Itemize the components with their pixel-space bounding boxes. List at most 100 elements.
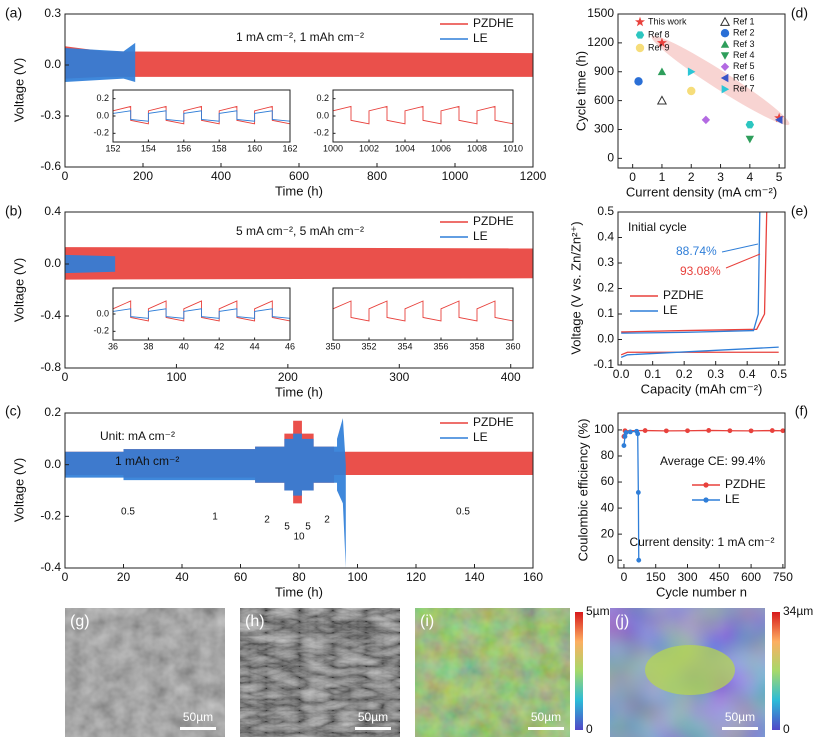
y-tick-label: 0.4 bbox=[597, 230, 614, 244]
colorbar-max: 34µm bbox=[783, 604, 813, 618]
colorbar bbox=[772, 612, 780, 730]
x-tick-label: 450 bbox=[709, 570, 729, 584]
x-tick-label: 0 bbox=[621, 570, 628, 584]
x-tick-label: 60 bbox=[234, 570, 248, 584]
image-label: (i) bbox=[420, 613, 434, 630]
y-tick-label: 0.2 bbox=[44, 405, 61, 419]
x-tick-label: 0.2 bbox=[676, 367, 693, 381]
y-tick-label: -0.2 bbox=[93, 128, 109, 138]
y-tick-label: -0.2 bbox=[313, 128, 329, 138]
x-tick-label: 0 bbox=[62, 570, 69, 584]
x-tick-label: 600 bbox=[741, 570, 761, 584]
legend-label: Ref 9 bbox=[648, 42, 670, 52]
scale-label: 50µm bbox=[531, 710, 561, 724]
y-tick-label: -0.2 bbox=[40, 509, 61, 523]
y-tick-label: 0.2 bbox=[96, 93, 109, 103]
x-tick-label: 358 bbox=[469, 341, 484, 351]
x-axis-title: Time (h) bbox=[275, 384, 323, 399]
legend-label: Ref 5 bbox=[733, 61, 755, 71]
legend-label: LE bbox=[473, 229, 488, 243]
x-tick-label: 400 bbox=[501, 370, 521, 384]
annotation-arrow bbox=[725, 253, 761, 269]
data-point bbox=[656, 37, 667, 48]
x-tick-label: 300 bbox=[677, 570, 697, 584]
legend-label: LE bbox=[725, 492, 740, 506]
image-texture bbox=[240, 608, 400, 737]
x-tick-label: 0 bbox=[62, 169, 69, 183]
x-tick-label: 160 bbox=[247, 143, 262, 153]
legend-label: PZDHE bbox=[725, 477, 766, 491]
annotation: Current density: 1 mA cm⁻² bbox=[629, 535, 774, 549]
x-tick-label: 44 bbox=[250, 341, 260, 351]
data-point bbox=[748, 428, 754, 434]
x-tick-label: 46 bbox=[285, 341, 295, 351]
data-point bbox=[727, 428, 733, 434]
y-tick-label: 80 bbox=[601, 448, 615, 462]
x-tick-label: 162 bbox=[282, 143, 297, 153]
y-tick-label: 0.0 bbox=[96, 110, 109, 120]
data-point bbox=[706, 428, 712, 433]
legend-marker bbox=[635, 16, 645, 27]
x-tick-label: 360 bbox=[505, 341, 520, 351]
data-point bbox=[634, 77, 643, 86]
legend-marker bbox=[720, 52, 730, 60]
x-tick-label: 1000 bbox=[442, 169, 469, 183]
legend-label: This work bbox=[648, 16, 687, 26]
x-tick-label: 160 bbox=[523, 570, 543, 584]
x-axis-title: Cycle number n bbox=[656, 584, 747, 599]
scale-bar bbox=[528, 727, 564, 730]
image-label: (h) bbox=[245, 613, 265, 630]
data-point bbox=[635, 490, 641, 495]
annotation: Average CE: 99.4% bbox=[660, 454, 766, 468]
height-map-j: (j) 50µm 34µm 0 bbox=[610, 604, 813, 737]
data-point bbox=[636, 557, 642, 563]
legend-label: Ref 2 bbox=[733, 28, 755, 38]
y-tick-label: 0.3 bbox=[44, 6, 61, 20]
voltage-band bbox=[65, 42, 136, 82]
y-tick-label: 0.4 bbox=[44, 204, 61, 218]
x-tick-label: 100 bbox=[347, 570, 367, 584]
y-tick-label: -0.6 bbox=[40, 159, 61, 173]
annotation: Initial cycle bbox=[628, 220, 687, 234]
y-tick-label: 0.2 bbox=[316, 93, 329, 103]
x-tick-label: 80 bbox=[292, 570, 306, 584]
y-axis-title: Voltage (V vs. Zn/Zn²⁺) bbox=[568, 221, 583, 354]
data-point bbox=[635, 431, 641, 437]
colorbar-max: 5µm bbox=[586, 604, 610, 618]
rate-label: 1 bbox=[212, 512, 218, 523]
panel-label: (b) bbox=[5, 203, 22, 219]
x-tick-label: 156 bbox=[176, 143, 191, 153]
y-tick-label: 0.3 bbox=[597, 255, 614, 269]
plot-frame bbox=[64, 211, 534, 369]
x-tick-label: 350 bbox=[325, 341, 340, 351]
x-tick-label: 40 bbox=[175, 570, 189, 584]
legend-label: Ref 3 bbox=[733, 39, 755, 49]
legend-label: Ref 8 bbox=[648, 29, 670, 39]
y-tick-label: 0.0 bbox=[44, 457, 61, 471]
panel-label: (d) bbox=[791, 5, 808, 21]
legend-label: Ref 7 bbox=[733, 84, 755, 94]
highlight-band bbox=[651, 35, 790, 126]
scale-label: 50µm bbox=[358, 710, 388, 724]
x-tick-label: 750 bbox=[773, 570, 793, 584]
x-tick-label: 200 bbox=[278, 370, 298, 384]
plot-frame bbox=[617, 412, 786, 569]
x-tick-label: 2 bbox=[688, 170, 695, 184]
x-tick-label: 3 bbox=[717, 170, 724, 184]
x-tick-label: 40 bbox=[179, 341, 189, 351]
x-tick-label: 1000 bbox=[323, 143, 343, 153]
panel-label: (e) bbox=[791, 203, 808, 219]
legend-marker bbox=[721, 85, 730, 94]
x-tick-label: 38 bbox=[143, 341, 153, 351]
y-tick-label: -0.4 bbox=[40, 308, 61, 322]
data-line bbox=[623, 429, 783, 437]
data-line bbox=[620, 211, 779, 356]
data-point bbox=[621, 443, 627, 448]
x-tick-label: 0.4 bbox=[739, 367, 756, 381]
y-tick-label: 0.0 bbox=[44, 256, 61, 270]
y-tick-label: 0 bbox=[607, 552, 614, 566]
x-tick-label: 120 bbox=[406, 570, 426, 584]
x-tick-label: 0.0 bbox=[613, 367, 630, 381]
y-tick-label: 20 bbox=[601, 526, 615, 540]
